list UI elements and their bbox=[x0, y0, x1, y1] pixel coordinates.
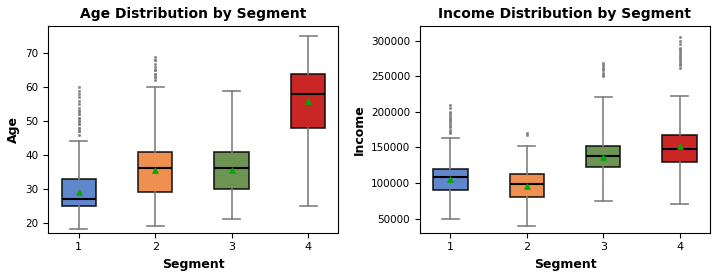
PathPatch shape bbox=[291, 74, 326, 128]
X-axis label: Segment: Segment bbox=[162, 258, 224, 271]
PathPatch shape bbox=[586, 146, 620, 167]
PathPatch shape bbox=[62, 178, 96, 206]
Title: Income Distribution by Segment: Income Distribution by Segment bbox=[439, 7, 691, 21]
Title: Age Distribution by Segment: Age Distribution by Segment bbox=[80, 7, 307, 21]
PathPatch shape bbox=[138, 152, 172, 192]
Y-axis label: Age: Age bbox=[7, 116, 20, 143]
PathPatch shape bbox=[433, 169, 467, 190]
Y-axis label: Income: Income bbox=[352, 104, 366, 155]
X-axis label: Segment: Segment bbox=[533, 258, 597, 271]
PathPatch shape bbox=[214, 152, 249, 189]
PathPatch shape bbox=[510, 174, 544, 197]
PathPatch shape bbox=[663, 135, 697, 162]
